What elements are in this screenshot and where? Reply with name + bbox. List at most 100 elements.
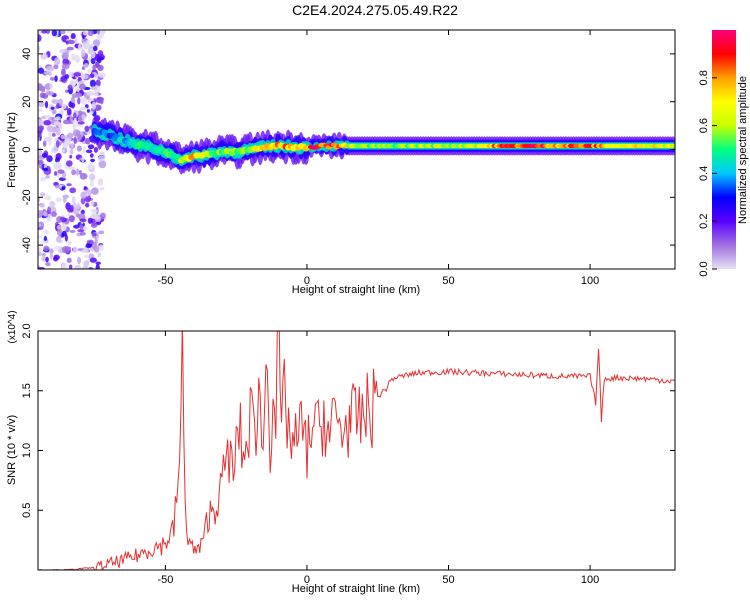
spectrogram-speckle xyxy=(61,186,66,190)
spectrogram-speckle xyxy=(62,224,67,231)
spectrogram-speckle xyxy=(46,125,55,133)
spectrogram-speckle xyxy=(71,81,76,87)
spectrogram-speckle xyxy=(66,46,74,51)
spectrogram-speckle xyxy=(99,212,106,220)
spectrogram-speckle xyxy=(82,41,91,49)
spectrogram-speckle xyxy=(56,235,62,243)
spectrogram-speckle xyxy=(80,97,88,102)
spectrogram-speckle xyxy=(89,153,94,158)
spectrogram-speckle xyxy=(71,196,76,204)
spectrogram-speckle xyxy=(57,169,65,174)
spectrogram-speckle xyxy=(38,159,44,165)
spectrogram-speckle xyxy=(84,125,90,132)
y-tick-label: 1.0 xyxy=(21,443,33,458)
spectrogram-speckle xyxy=(80,131,84,138)
y-tick-label: 2.0 xyxy=(21,323,33,338)
spectrogram-speckle xyxy=(66,246,72,251)
spectrogram-speckle xyxy=(69,229,76,233)
spectrogram-speckle xyxy=(66,30,72,34)
spectrogram-speckle xyxy=(78,43,82,50)
spectrogram-speckle xyxy=(97,178,104,187)
spectrogram-speckle xyxy=(81,249,89,254)
spectrogram-speckle xyxy=(78,170,82,175)
spectrogram-speckle xyxy=(79,224,84,230)
spectrogram-speckle xyxy=(44,100,49,109)
spectrogram-speckle xyxy=(62,119,71,125)
spectrogram-speckle xyxy=(90,86,98,91)
spectrogram-speckle xyxy=(89,180,94,187)
spectrogram-speckle xyxy=(76,130,82,136)
spectrogram-speckle xyxy=(80,197,86,205)
spectrogram-speckle xyxy=(88,266,94,269)
spectrogram-speckle xyxy=(59,48,66,54)
spectrogram-speckle xyxy=(55,184,60,189)
spectrogram-speckle xyxy=(53,121,61,126)
spectrogram-speckle xyxy=(76,135,82,141)
spectrogram-speckle xyxy=(56,228,63,237)
spectrogram-speckle xyxy=(66,183,72,187)
spectrogram-speckle xyxy=(70,96,76,104)
spectrogram-speckle xyxy=(67,213,71,217)
spectrogram-speckle xyxy=(93,146,99,153)
snr-panel: -50 0 50 100 0.5 1.0 1.5 2.0 Height of straigh… xyxy=(6,310,676,595)
spectrogram-speckle xyxy=(64,74,70,80)
colorbar-tick-label: 0.0 xyxy=(698,261,710,276)
spectrogram-speckle xyxy=(70,142,74,148)
spectrogram-speckle xyxy=(96,56,105,61)
spectrogram-speckle xyxy=(42,140,47,147)
spectrogram-speckle xyxy=(43,245,50,252)
spectrogram-speckle xyxy=(92,64,96,71)
x-tick-label: 50 xyxy=(442,574,454,586)
spectrogram-speckle xyxy=(44,136,53,142)
spectrogram-speckle xyxy=(54,161,62,170)
spectrogram-speckle xyxy=(98,244,104,251)
spectrogram-speckle xyxy=(86,239,94,245)
spectrogram-speckle xyxy=(79,231,86,236)
spectrogram-speckle xyxy=(46,65,54,72)
spectrogram-speckle xyxy=(70,33,76,40)
y-tick-label: 40 xyxy=(21,48,33,60)
spectrogram-speckle xyxy=(82,31,89,36)
spectrogram-speckle xyxy=(77,110,83,117)
spectrogram-x-ticks: -50 0 50 100 xyxy=(157,30,599,287)
spectrogram-speckle xyxy=(45,256,49,263)
snr-y-label: SNR (10 * v/v) xyxy=(6,415,18,485)
colorbar-gradient xyxy=(712,30,736,269)
spectrogram-speckle xyxy=(98,230,105,235)
colorbar: 0.0 0.2 0.4 0.6 0.8 Normalized spectral ampl… xyxy=(698,30,749,277)
spectrogram-speckle xyxy=(49,82,54,90)
spectrogram-speckle xyxy=(38,125,44,131)
spectrogram-speckle xyxy=(86,95,90,100)
spectrogram-x-label: Height of straight line (km) xyxy=(292,284,420,296)
spectrogram-speckle xyxy=(51,211,57,217)
spectrogram-speckle xyxy=(87,163,95,170)
spectrogram-speckle xyxy=(65,202,71,211)
y-tick-label: 0.5 xyxy=(21,503,33,518)
spectrogram-speckle xyxy=(56,224,62,230)
x-tick-label: 0 xyxy=(304,574,310,586)
spectrogram-speckle xyxy=(61,230,67,237)
spectrogram-speckle xyxy=(67,240,72,245)
spectrogram-speckle xyxy=(95,35,104,40)
spectrogram-speckle xyxy=(40,53,48,60)
spectrogram-speckle xyxy=(87,144,95,150)
spectrogram-speckle xyxy=(85,193,89,197)
spectrogram-speckle xyxy=(72,207,80,215)
spectrogram-speckle xyxy=(39,192,46,197)
spectrogram-marks xyxy=(38,30,675,269)
spectrogram-speckle xyxy=(90,57,96,65)
spectrogram-speckle xyxy=(59,216,65,221)
spectrogram-speckle xyxy=(89,79,96,88)
spectrogram-speckle xyxy=(97,50,104,57)
spectrogram-speckle xyxy=(95,234,99,240)
spectrogram-speckle xyxy=(67,84,73,90)
spectrogram-speckle xyxy=(79,218,87,223)
spectrogram-speckle xyxy=(85,138,91,145)
spectrogram-speckle xyxy=(89,73,95,79)
spectrogram-speckle xyxy=(54,245,61,251)
spectrogram-speckle xyxy=(80,49,86,58)
spectrogram-speckle xyxy=(55,116,61,121)
snr-plot-area xyxy=(38,331,675,570)
spectrogram-speckle xyxy=(38,100,45,108)
spectrogram-speckle xyxy=(68,264,73,269)
